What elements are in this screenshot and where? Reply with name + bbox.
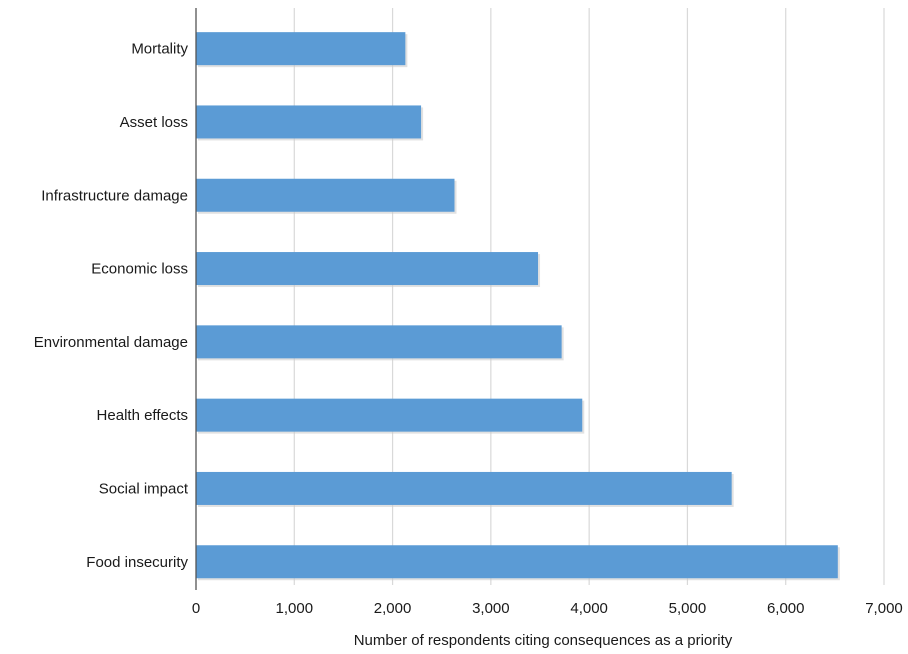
bar-mortality <box>196 32 405 65</box>
category-label: Environmental damage <box>34 334 188 351</box>
bar-social-impact <box>196 472 732 505</box>
category-label: Economic loss <box>91 261 188 278</box>
x-axis-title: Number of respondents citing consequence… <box>354 632 733 649</box>
x-tick-labels: 0 1,000 2,000 3,000 4,000 5,000 6,000 7,000 <box>192 600 903 617</box>
category-labels: Mortality Asset loss Infrastructure damage… <box>34 41 189 571</box>
category-label: Mortality <box>131 41 188 58</box>
x-tick-label: 6,000 <box>767 600 805 617</box>
bars <box>196 32 840 580</box>
bar-health-effects <box>196 399 582 432</box>
category-label: Food insecurity <box>86 554 188 571</box>
bar-environmental-damage <box>196 325 562 358</box>
category-label: Infrastructure damage <box>41 187 188 204</box>
x-tick-label: 5,000 <box>669 600 707 617</box>
x-tick-label: 3,000 <box>472 600 510 617</box>
x-tick-label: 2,000 <box>374 600 412 617</box>
category-label: Asset loss <box>120 114 188 131</box>
category-label: Social impact <box>99 480 189 497</box>
category-label: Health effects <box>97 407 188 424</box>
bar-economic-loss <box>196 252 538 285</box>
bar-infrastructure-damage <box>196 179 454 212</box>
bar-food-insecurity <box>196 545 838 578</box>
x-tick-label: 1,000 <box>276 600 314 617</box>
bar-asset-loss <box>196 105 421 138</box>
x-tick-label: 0 <box>192 600 200 617</box>
x-tick-label: 4,000 <box>570 600 608 617</box>
x-tick-label: 7,000 <box>865 600 903 617</box>
